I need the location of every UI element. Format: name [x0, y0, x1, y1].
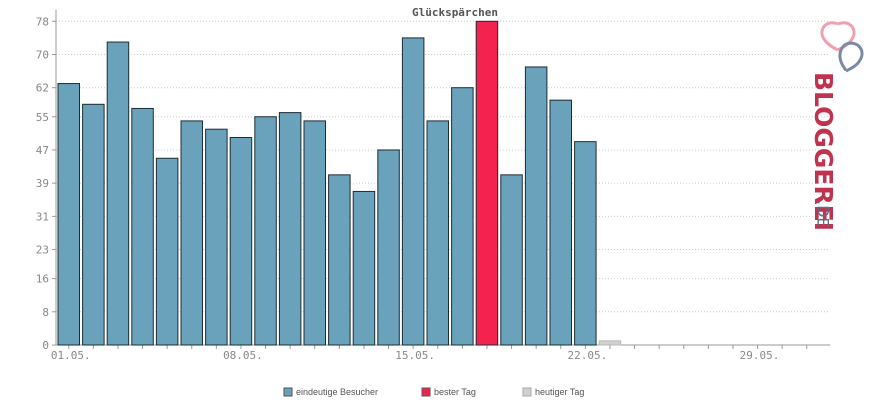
- y-tick-label: 8: [42, 306, 49, 319]
- y-tick-label: 55: [36, 111, 49, 124]
- legend-swatch: [283, 387, 293, 397]
- logo-text-suffix: .DE: [814, 200, 833, 228]
- bar-eindeutige-besucher: [278, 112, 302, 346]
- y-tick-label: 70: [36, 49, 49, 62]
- y-tick-label: 0: [42, 339, 49, 352]
- bar-eindeutige-besucher: [131, 107, 154, 346]
- bar-eindeutige-besucher: [524, 66, 548, 346]
- x-tick-label: 01.05.: [51, 349, 91, 362]
- x-tick-label: 15.05.: [395, 349, 435, 362]
- bar-eindeutige-besucher: [205, 128, 228, 346]
- bar-heutiger-tag: [598, 340, 622, 346]
- legend-swatch: [421, 387, 431, 397]
- bar-eindeutige-besucher: [574, 141, 597, 346]
- bar-eindeutige-besucher: [180, 120, 203, 346]
- logo-heart-icon: [820, 21, 864, 73]
- legend-label: bester Tag: [434, 387, 476, 397]
- bar-eindeutige-besucher: [82, 103, 105, 346]
- bar-eindeutige-besucher: [426, 120, 449, 346]
- bar-eindeutige-besucher: [155, 157, 179, 346]
- bar-eindeutige-besucher: [303, 120, 326, 346]
- y-tick-label: 16: [36, 273, 49, 286]
- chart-title: Glückspärchen: [412, 6, 498, 19]
- logo-text-main: BLOGGEREI: [809, 72, 838, 231]
- bar-eindeutige-besucher: [451, 87, 474, 346]
- bar-eindeutige-besucher: [377, 149, 400, 346]
- bar-eindeutige-besucher: [328, 174, 351, 346]
- y-axis: 0 8 16 23 31 39 47 55 62 70 78: [36, 10, 57, 352]
- y-tick-label: 39: [36, 177, 49, 190]
- x-tick-label: 29.05.: [740, 349, 780, 362]
- y-tick-label: 78: [36, 15, 49, 28]
- bar-eindeutige-besucher: [254, 116, 277, 346]
- bar-eindeutige-besucher: [57, 83, 80, 346]
- y-tick-label: 31: [36, 210, 49, 223]
- x-tick-label: 22.05.: [567, 349, 607, 362]
- bar-eindeutige-besucher: [549, 99, 572, 346]
- legend-swatch: [522, 387, 532, 397]
- x-axis: 01.05. 08.05. 15.05. 22.05. 29.05.: [51, 344, 830, 362]
- legend: eindeutige Besucher bester Tag heutiger Ta…: [283, 387, 584, 397]
- legend-label: eindeutige Besucher: [296, 387, 378, 397]
- bar-bester-tag: [475, 20, 499, 346]
- bar-eindeutige-besucher: [500, 174, 523, 346]
- y-tick-label: 62: [36, 82, 49, 95]
- legend-label: heutiger Tag: [535, 387, 584, 397]
- bar-eindeutige-besucher: [229, 137, 253, 346]
- bar-eindeutige-besucher: [352, 190, 376, 346]
- bloggerei-logo: BLOGGEREI .DE: [809, 21, 864, 231]
- bars: [57, 20, 622, 346]
- y-tick-label: 47: [36, 144, 49, 157]
- bar-eindeutige-besucher: [106, 41, 130, 346]
- y-tick-label: 23: [36, 244, 49, 257]
- x-tick-label: 08.05.: [223, 349, 263, 362]
- bar-eindeutige-besucher: [401, 37, 425, 346]
